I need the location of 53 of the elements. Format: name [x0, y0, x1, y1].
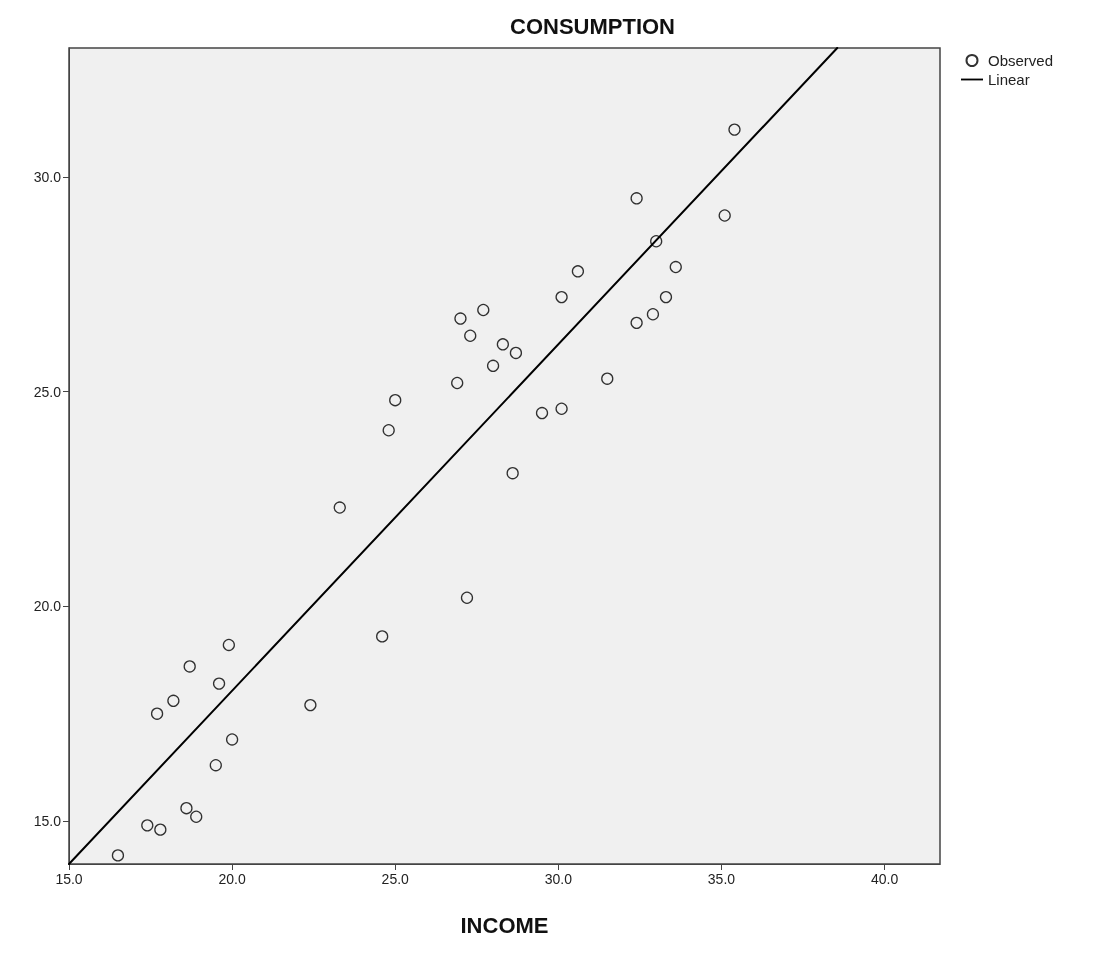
point [167, 694, 180, 707]
point [190, 810, 203, 823]
legend-label: Linear [988, 71, 1030, 88]
point [571, 265, 585, 278]
point [389, 394, 402, 407]
point [669, 260, 682, 274]
point [304, 698, 317, 712]
point [496, 338, 510, 351]
point [222, 638, 235, 652]
y-tick-label: 25.0 [33, 383, 62, 400]
y-tick-label: 30.0 [33, 168, 62, 185]
point [728, 123, 741, 136]
point [630, 316, 643, 330]
point [601, 372, 614, 385]
point [451, 376, 464, 390]
legend-label: Observed [988, 52, 1054, 69]
point [506, 467, 519, 480]
x-tick-label: 20.0 [218, 871, 246, 887]
point [555, 402, 568, 415]
point [154, 823, 167, 836]
point [535, 406, 549, 420]
point [376, 630, 389, 643]
point [509, 346, 523, 360]
point [183, 660, 196, 673]
x-tick-label: 40.0 [870, 871, 899, 887]
x-tick-label: 30.0 [544, 871, 573, 887]
x-tick-label: 25.0 [381, 871, 410, 887]
point [225, 733, 239, 746]
point [646, 308, 660, 321]
point [150, 707, 164, 720]
point [555, 290, 568, 304]
x-tick-label: 15.0 [55, 871, 83, 887]
point [486, 359, 500, 372]
y-tick-label: 20.0 [33, 598, 62, 615]
point [718, 209, 731, 222]
point [382, 424, 395, 437]
point [209, 759, 222, 772]
point [630, 192, 643, 205]
chart-title: CONSUMPTION [510, 13, 675, 39]
point [212, 677, 226, 690]
point [180, 802, 193, 815]
y-tick-label: 15.0 [33, 813, 62, 830]
x-tick-label: 35.0 [707, 871, 736, 887]
x-axis-title: INCOME [460, 912, 549, 938]
point [650, 235, 663, 248]
point [464, 329, 477, 342]
point [454, 312, 467, 325]
point [111, 849, 125, 862]
point [477, 303, 490, 317]
point [659, 290, 673, 304]
point [333, 501, 346, 514]
point [460, 591, 474, 604]
point [141, 819, 154, 832]
